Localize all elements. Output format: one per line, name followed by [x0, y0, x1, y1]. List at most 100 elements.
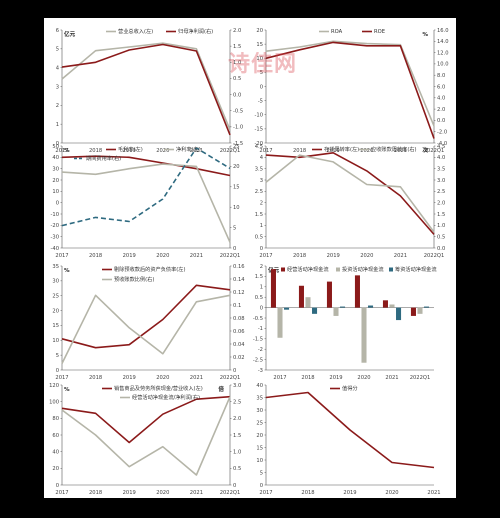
chart-4: 0 0.5 1 1.5 2 2.5 3 3.5 4 4.5 0.0 0.5 1.0 1.5 2.0 2.5 3.… — [255, 144, 446, 259]
y-tick-label-left: 80 — [52, 416, 59, 422]
y-tick-label-right: 2.0 — [233, 416, 241, 422]
legend-label: 值得分 — [342, 384, 358, 392]
y-tick-label-right: 2.5 — [437, 189, 445, 195]
legend-swatch — [389, 267, 393, 272]
x-tick-label: 2021 — [394, 253, 407, 259]
x-tick-label: 2017 — [55, 375, 68, 381]
y-tick-label-right: 25 — [233, 144, 240, 150]
y-tick-label-left: 3 — [56, 84, 59, 90]
x-tick-label: 2019 — [123, 375, 136, 381]
y-tick-label-right: 2.0 — [233, 28, 241, 34]
series-line-2 — [61, 396, 231, 476]
x-tick-label: 2018 — [293, 148, 306, 154]
y-unit-left: % — [64, 387, 70, 393]
y-tick-label-right: 3.0 — [233, 383, 241, 389]
y-tick-label-left: 0 — [56, 200, 59, 206]
x-tick-label: 2021 — [190, 148, 203, 154]
bar-1-2020 — [354, 275, 360, 308]
y-tick-label-left: 15 — [256, 42, 263, 48]
bar-3-2022Q1 — [424, 306, 430, 308]
y-tick-label-right: 10 — [233, 205, 240, 211]
y-tick-label-right: 0.16 — [233, 264, 245, 270]
y-tick-label-left: 1.5 — [255, 212, 263, 218]
y-tick-label-left: 50 — [52, 144, 59, 150]
chart-panel: 0 1 2 3 4 5 6 -1.5 -1.0 -0.5 0.0 0.5 1.0 1.5 2.0 亿元 2017… — [44, 18, 456, 498]
y-tick-label-right: 1.5 — [233, 44, 241, 50]
y-tick-label-right: 0.5 — [437, 234, 445, 240]
y-tick-label-left: 4 — [56, 65, 60, 71]
x-tick-label: 2017 — [273, 375, 286, 381]
x-tick-label: 2017 — [259, 253, 272, 259]
y-tick-label-right: 1.0 — [233, 449, 241, 455]
bar-1-2022Q1 — [410, 307, 416, 316]
y-tick-label-left: 0 — [56, 368, 59, 374]
legend-label: 经营活动净现金流/净利润(右) — [132, 393, 200, 401]
y-tick-label-right: 0.0 — [437, 246, 445, 252]
watermark: 诗佳网 — [228, 52, 298, 77]
y-tick-label-right: 2.0 — [437, 107, 445, 113]
y-tick-label-left: 4.5 — [255, 144, 263, 150]
x-tick-label: 2019 — [327, 148, 340, 154]
bar-2-2017 — [277, 307, 283, 338]
bar-3-2019 — [340, 306, 346, 308]
legend-label: ROE — [374, 29, 385, 35]
chart-8: 0 5 10 15 20 25 30 35 40 2017 2018 2019 2020 2021 值得分 — [256, 383, 440, 496]
y-tick-label-right: 4.0 — [437, 96, 445, 102]
y-tick-label-left: -3 — [258, 368, 263, 374]
y-tick-label-left: -10 — [255, 113, 263, 119]
y-tick-label-left: 20 — [52, 178, 59, 184]
y-tick-label-left: -1 — [258, 326, 263, 332]
chart-5: 0 5 10 15 20 25 30 35 0 0.02 0.04 0.06 0.08 0.1 0.12 0.… — [52, 264, 245, 381]
legend-label: 销售商品及劳务所获现金/营业收入(左) — [114, 384, 203, 392]
series-line-2 — [61, 294, 231, 364]
x-tick-label: 2019 — [123, 148, 136, 154]
y-tick-label-left: 0 — [56, 141, 59, 147]
series-line-1 — [61, 42, 231, 131]
y-tick-label-left: 0 — [260, 483, 263, 489]
y-tick-label-left: -2 — [258, 347, 263, 353]
y-tick-label-right: 3.5 — [437, 166, 445, 172]
y-tick-label-left: 4 — [260, 155, 264, 161]
x-tick-label: 2018 — [89, 375, 102, 381]
y-tick-label-right: 0.1 — [233, 303, 241, 309]
y-tick-label-left: 100 — [49, 399, 59, 405]
x-tick-label: 2018 — [301, 490, 314, 496]
y-tick-label-left: 40 — [52, 449, 59, 455]
y-tick-label-right: 3.0 — [437, 178, 445, 184]
bar-2-2020 — [361, 307, 367, 363]
series-line-1 — [61, 395, 231, 444]
x-tick-label: 2021 — [190, 253, 203, 259]
y-tick-label-left: -2.5 — [253, 357, 263, 363]
y-unit-left: % — [64, 268, 70, 274]
y-tick-label-left: 1.5 — [255, 274, 263, 280]
x-tick-label: 2021 — [190, 490, 203, 496]
y-tick-label-left: 120 — [49, 383, 59, 389]
series-line-3 — [61, 147, 231, 227]
x-tick-label: 2020 — [156, 253, 169, 259]
y-tick-label-right: 14.0 — [437, 39, 449, 45]
bar-1-2021 — [382, 300, 388, 308]
y-tick-label-right: 0.08 — [233, 316, 245, 322]
legend-label: 期间费用率(右) — [86, 154, 121, 162]
series-line-1 — [61, 155, 231, 177]
y-tick-label-right: 2.5 — [233, 399, 241, 405]
chart-7: 0 20 40 60 80 100 120 0 0.5 1.0 1.5 2.0 2.5 3.0% 倍 2017… — [49, 383, 241, 496]
y-tick-label-right: 15 — [233, 185, 240, 191]
series-line-2 — [265, 154, 435, 233]
y-tick-label-right: 0 — [233, 246, 236, 252]
y-tick-label-left: 5 — [260, 70, 263, 76]
y-tick-label-right: 0.02 — [233, 355, 245, 361]
y-tick-label-right: 0.04 — [233, 342, 245, 348]
y-tick-label-right: 0.12 — [233, 290, 245, 296]
legend-label: ROA — [331, 29, 343, 35]
legend-label: 经营活动净现金流 — [287, 265, 329, 273]
x-tick-label: 2017 — [259, 490, 272, 496]
series-line-2 — [265, 41, 435, 139]
x-tick-label: 2019 — [343, 490, 356, 496]
y-tick-label-right: 8.0 — [437, 73, 445, 79]
y-tick-label-right: 1.5 — [437, 212, 445, 218]
y-tick-label-left: 2 — [260, 200, 263, 206]
y-tick-label-left: -10 — [51, 212, 59, 218]
y-tick-label-left: 40 — [256, 383, 263, 389]
y-tick-label-left: 5 — [56, 353, 59, 359]
